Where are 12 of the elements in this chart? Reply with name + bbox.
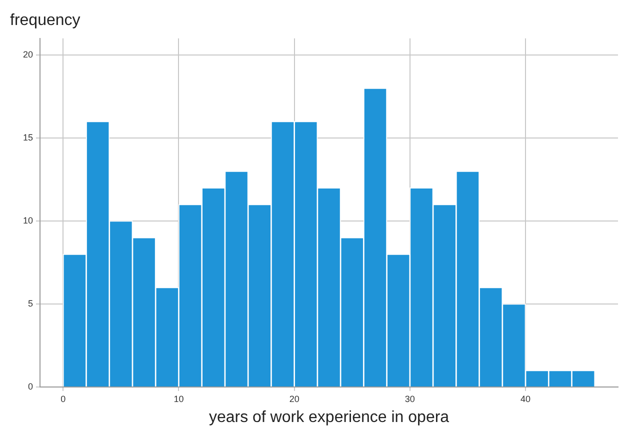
x-axis-title: years of work experience in opera	[208, 408, 450, 426]
y-axis-title: frequency	[10, 12, 80, 30]
y-tick-label: 15	[22, 132, 34, 142]
x-tick-label: 10	[174, 394, 184, 404]
y-tick-label: 5	[28, 298, 34, 308]
y-tick-label: 20	[22, 49, 34, 60]
x-tick-label: 30	[404, 394, 415, 404]
y-tick-label: 10	[22, 215, 34, 226]
y-tick-label: 0	[28, 381, 34, 392]
x-tick-label: 20	[289, 394, 300, 404]
x-tick-label: 0	[60, 394, 66, 404]
x-tick-label: 40	[520, 394, 531, 404]
